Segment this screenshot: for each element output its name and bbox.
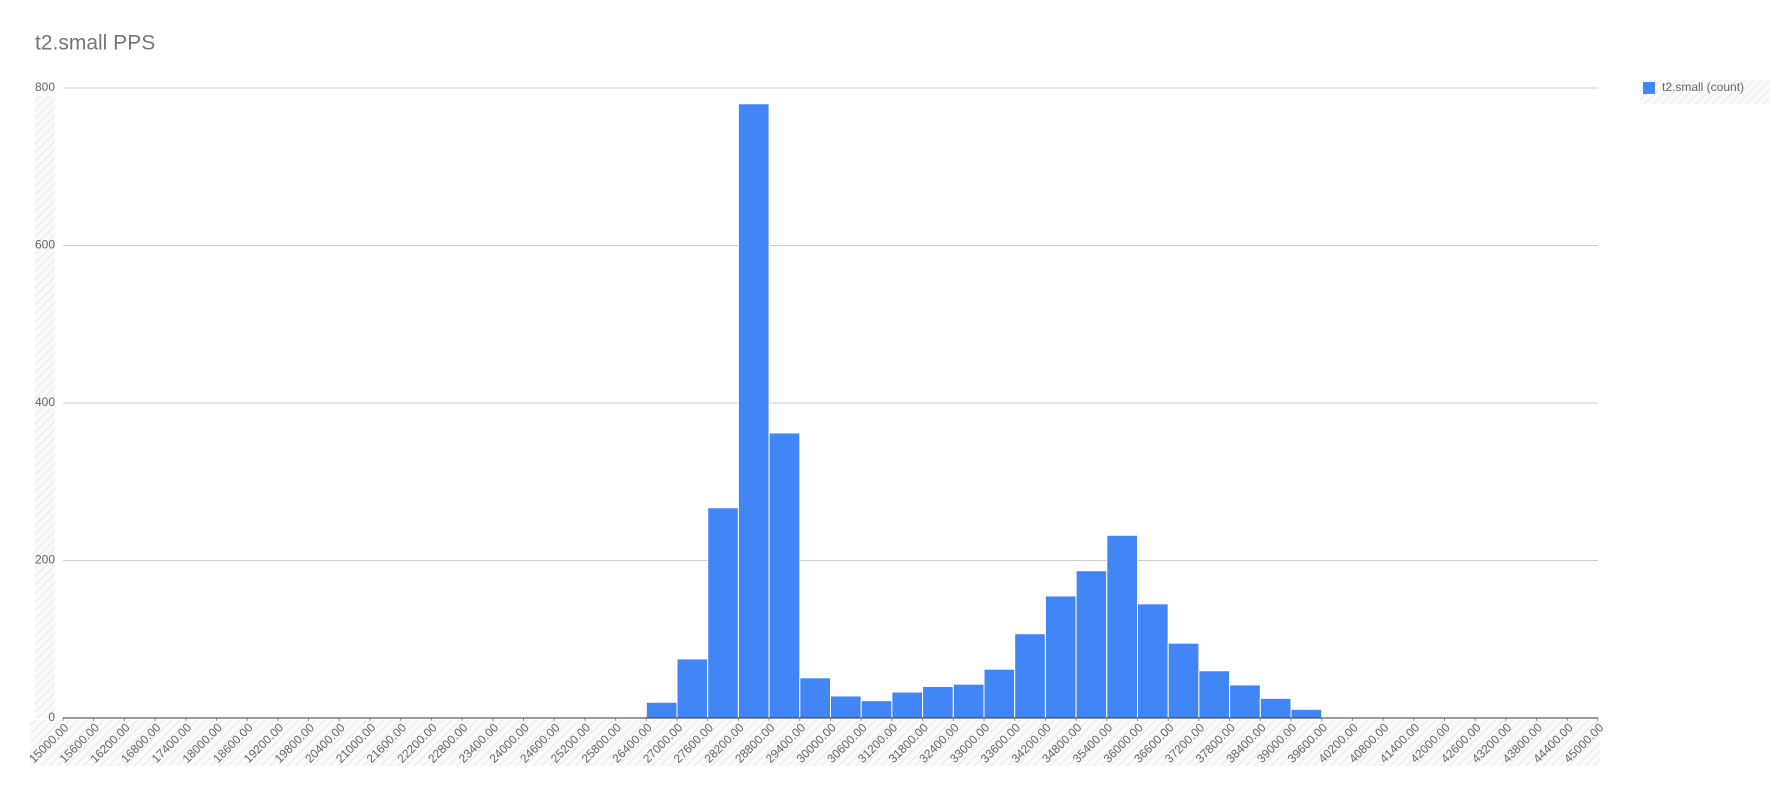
bar [737, 103, 770, 719]
legend-swatch [1643, 82, 1655, 94]
bar [830, 695, 862, 719]
bar [1290, 708, 1323, 719]
y-tick-label: 600 [35, 238, 55, 252]
bar [983, 668, 1016, 719]
bar [1014, 633, 1046, 719]
bar [645, 701, 678, 719]
bar [1167, 642, 1200, 719]
bar [1229, 684, 1261, 719]
y-tick-label: 400 [35, 395, 55, 409]
legend-label: t2.small (count) [1662, 80, 1744, 94]
bar [1044, 595, 1077, 719]
axis-band [35, 96, 55, 718]
bar [1137, 603, 1169, 719]
legend-band [1640, 80, 1770, 104]
bar [1259, 697, 1292, 719]
axis-band [30, 720, 1600, 766]
bar [922, 686, 954, 719]
bar [952, 683, 985, 719]
y-tick-label: 200 [35, 553, 55, 567]
bar [676, 658, 709, 719]
bar [1106, 534, 1139, 719]
bar [707, 507, 739, 719]
bar [799, 677, 831, 719]
bar [860, 700, 893, 719]
chart-title: t2.small PPS [35, 32, 155, 55]
bar [768, 432, 801, 719]
bar [1075, 570, 1108, 719]
y-tick-label: 0 [48, 710, 55, 724]
bar [891, 691, 924, 719]
bar [1198, 670, 1231, 719]
y-tick-label: 800 [35, 80, 55, 94]
